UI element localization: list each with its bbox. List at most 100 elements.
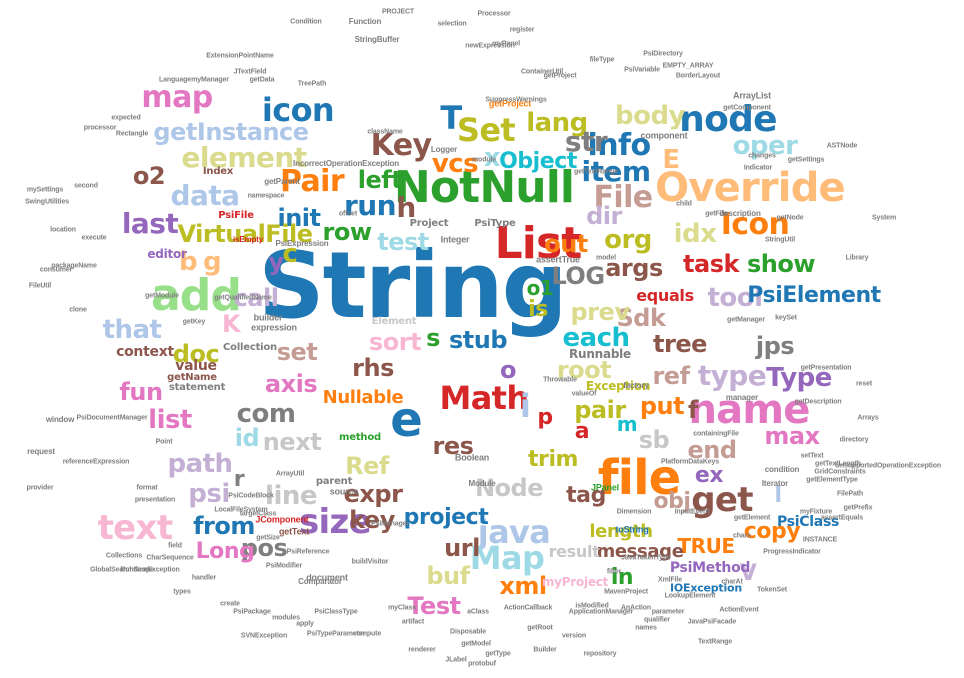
word: IncorrectOperationException <box>293 159 399 168</box>
word: PsiModifier <box>265 562 303 570</box>
word: version <box>562 632 586 640</box>
word: getInstance <box>153 118 309 146</box>
word: mySettings <box>26 186 64 194</box>
word: p <box>537 405 553 430</box>
word: parameter <box>651 608 685 616</box>
word: compute <box>352 630 382 638</box>
word: PlatformDataKeys <box>660 458 720 466</box>
word: trim <box>527 447 579 472</box>
word: ref <box>652 362 690 390</box>
word: model <box>596 254 616 262</box>
word: Element <box>371 316 417 327</box>
word: RuntimeException <box>120 566 180 574</box>
word: ActionEvent <box>719 606 759 614</box>
word: LOG <box>551 262 605 290</box>
word: key <box>349 506 395 534</box>
word: c <box>282 239 298 269</box>
word: rhs <box>352 354 394 382</box>
word: ASTNode <box>826 142 858 150</box>
word: expr <box>343 480 403 508</box>
word: renderer <box>408 646 436 654</box>
word: keySet <box>775 314 797 322</box>
word: charAt <box>721 578 743 586</box>
word: result <box>548 542 600 561</box>
word: type <box>697 359 767 392</box>
word: getDescription <box>794 398 842 406</box>
word: row <box>322 218 372 246</box>
word: execute <box>81 234 107 242</box>
word: child <box>676 200 692 208</box>
word: NotNull <box>393 162 575 213</box>
word: pair <box>574 396 626 424</box>
word: PsiDirectory <box>643 50 683 58</box>
word: Override <box>655 165 846 211</box>
word: name <box>688 387 810 433</box>
word: V <box>739 561 757 586</box>
word: apply <box>296 620 314 628</box>
word: h <box>396 191 416 224</box>
word: Condition <box>290 18 322 26</box>
word: end <box>687 436 737 464</box>
word: expected <box>111 114 141 122</box>
word: setText <box>800 452 824 460</box>
word: o <box>499 356 517 384</box>
word: vcs <box>431 149 479 179</box>
word: processor <box>83 124 117 132</box>
word: that <box>102 315 162 345</box>
word: getModel <box>461 640 491 648</box>
word: org <box>604 225 652 255</box>
word: PsiMethod <box>669 560 751 576</box>
word: getTextRange <box>573 168 619 176</box>
word: tool <box>707 283 764 313</box>
word: node <box>679 99 777 140</box>
word: tag <box>566 483 606 508</box>
word: namespace <box>247 192 285 200</box>
word: Library <box>845 254 869 262</box>
word: condition <box>764 465 800 474</box>
word: JTextField <box>233 68 267 76</box>
word: prev <box>570 298 630 326</box>
word: length <box>589 521 653 542</box>
word: manager <box>725 393 759 402</box>
word: add <box>150 270 242 321</box>
word: getName <box>167 372 217 383</box>
word: expression <box>251 322 297 333</box>
word: dir <box>586 202 622 230</box>
word: Pair <box>279 164 345 199</box>
word: item <box>581 155 651 188</box>
word: register <box>509 26 535 34</box>
word: ProgressIndicator <box>763 548 821 556</box>
word: l <box>774 483 782 508</box>
word: b <box>178 247 198 277</box>
word: TextRange <box>697 638 733 646</box>
word: ApplicationManager <box>568 608 634 616</box>
word: com <box>236 399 296 429</box>
word: FilePath <box>836 490 864 498</box>
word: getType <box>485 650 511 658</box>
word: obj <box>653 489 691 514</box>
word: PsiPackage <box>233 608 271 616</box>
word: getText <box>278 526 310 537</box>
word: Collections <box>105 552 143 560</box>
word: referenceExpression <box>62 458 130 466</box>
word: source <box>329 486 359 497</box>
word: copy <box>743 519 801 544</box>
word: a <box>574 419 590 444</box>
word: axis <box>264 370 318 398</box>
word: PsiFile <box>218 210 254 221</box>
word: from <box>193 512 255 540</box>
word: PsiType <box>474 218 516 229</box>
word: info <box>587 128 652 163</box>
word: PsiReference <box>286 548 330 556</box>
word: factory <box>623 381 649 390</box>
word: statement <box>168 382 226 393</box>
word: getNode <box>776 214 804 222</box>
word: protobuf <box>468 660 496 668</box>
word: clone <box>69 306 87 314</box>
word: value <box>175 358 217 374</box>
word: SuppressWarnings <box>485 96 547 104</box>
word: newExpression <box>465 42 515 50</box>
word: xml <box>499 572 547 600</box>
word: artifact <box>401 618 425 626</box>
word: JavaPsiFacade <box>687 618 737 626</box>
